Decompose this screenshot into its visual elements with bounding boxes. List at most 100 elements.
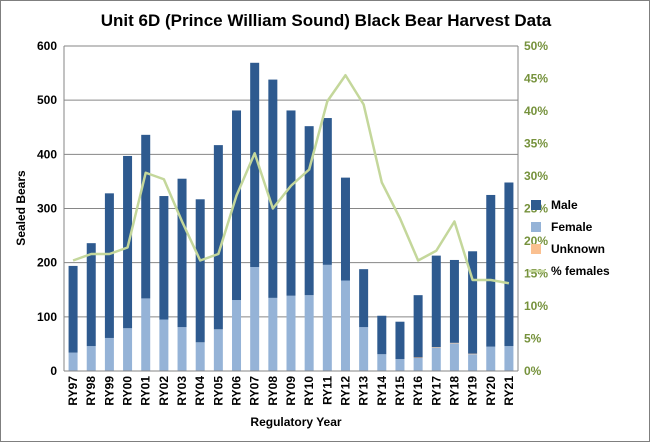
legend-label-unknown: Unknown xyxy=(551,242,605,256)
y-axis-right: 0%5%10%15%20%25%30%35%40%45%50% xyxy=(517,39,548,378)
bar-female xyxy=(68,352,78,371)
bar-male xyxy=(504,182,514,347)
bar-female xyxy=(304,295,314,371)
y-tick-label: 0 xyxy=(50,364,57,378)
x-tick-label: RY01 xyxy=(139,376,153,406)
y-tick-label: 400 xyxy=(37,147,57,161)
legend-label-male: Male xyxy=(551,198,578,212)
y2-tick-label: 10% xyxy=(524,299,548,313)
x-tick-label: RY13 xyxy=(357,376,371,406)
bar-male xyxy=(232,110,242,301)
legend-swatch-male xyxy=(531,200,541,210)
bar-male xyxy=(359,269,369,328)
bar-male xyxy=(286,110,296,296)
y-tick-label: 200 xyxy=(37,256,57,270)
bar-female xyxy=(359,327,369,371)
x-axis: RY97 RY98 RY99 RY00 RY01 RY02 RY03 RY04 RY05 RY06… xyxy=(64,370,518,406)
chart-title: Unit 6D (Prince William Sound) Black Bea… xyxy=(101,11,552,30)
bar-male xyxy=(377,315,387,355)
x-tick-label: RY07 xyxy=(248,376,262,406)
bar-male xyxy=(159,196,169,320)
bar-unknown xyxy=(413,357,423,358)
x-tick-label: RY17 xyxy=(429,376,443,406)
bar-male xyxy=(86,243,96,347)
bar-male xyxy=(340,177,350,281)
x-tick-label: RY99 xyxy=(102,376,116,406)
y2-tick-label: 5% xyxy=(524,332,542,346)
bar-female xyxy=(159,319,169,371)
y2-tick-label: 40% xyxy=(524,104,548,118)
bar-female xyxy=(195,342,205,371)
y2-tick-label: 35% xyxy=(524,137,548,151)
line-series xyxy=(72,74,510,285)
y2-tick-label: 30% xyxy=(524,169,548,183)
y-axis-left: 0 100 200 300 400 500 600 xyxy=(37,39,65,378)
bar-female xyxy=(322,264,332,371)
bar-male xyxy=(449,259,459,343)
x-tick-label: RY21 xyxy=(502,376,516,406)
bar-unknown xyxy=(468,353,478,355)
bar-male xyxy=(413,295,423,358)
bar-male xyxy=(123,155,133,329)
bar-male xyxy=(141,134,151,299)
y-tick-label: 500 xyxy=(37,93,57,107)
bars xyxy=(68,62,514,371)
bar-male xyxy=(431,255,441,348)
bar-female xyxy=(104,337,114,371)
x-axis-label: Regulatory Year xyxy=(250,415,341,429)
y-tick-label: 100 xyxy=(37,310,57,324)
x-tick-label: RY06 xyxy=(230,376,244,406)
line-pct-females xyxy=(72,74,510,285)
bar-female xyxy=(340,280,350,371)
bar-female xyxy=(377,354,387,371)
bar-male xyxy=(395,321,405,360)
bar-female xyxy=(141,298,151,371)
bar-female xyxy=(395,359,405,371)
bar-male xyxy=(322,118,332,265)
y2-tick-label: 0% xyxy=(524,364,542,378)
bar-unknown xyxy=(449,342,459,344)
bar-male xyxy=(104,193,114,338)
bar-male xyxy=(195,199,205,343)
x-tick-label: RY18 xyxy=(447,376,461,406)
bar-male xyxy=(68,265,78,353)
bar-male xyxy=(250,62,260,267)
y-tick-label: 300 xyxy=(37,202,57,216)
x-tick-label: RY10 xyxy=(302,376,316,406)
y-axis-label: Sealed Bears xyxy=(14,170,28,246)
bar-female xyxy=(504,346,514,371)
bar-male xyxy=(468,251,478,354)
y-tick-label: 600 xyxy=(37,39,57,53)
bar-unknown xyxy=(431,347,441,348)
y2-tick-label: 15% xyxy=(524,267,548,281)
legend-swatch-unknown xyxy=(531,244,541,254)
x-tick-label: RY09 xyxy=(284,376,298,406)
bar-female xyxy=(431,347,441,371)
x-tick-label: RY11 xyxy=(320,376,334,405)
bar-female xyxy=(286,295,296,371)
x-tick-label: RY98 xyxy=(84,376,98,406)
x-tick-label: RY04 xyxy=(193,376,207,406)
bar-female xyxy=(449,343,459,371)
bar-male xyxy=(486,194,496,347)
bar-female xyxy=(123,328,133,371)
x-tick-label: RY05 xyxy=(211,376,225,406)
x-tick-label: RY02 xyxy=(157,376,171,406)
bar-female xyxy=(268,297,278,371)
bar-female xyxy=(413,358,423,371)
x-tick-label: RY97 xyxy=(66,376,80,406)
bar-female xyxy=(177,327,187,371)
x-tick-label: RY03 xyxy=(175,376,189,406)
x-tick-label: RY16 xyxy=(411,376,425,406)
bar-male xyxy=(304,126,314,296)
x-tick-label: RY14 xyxy=(375,376,389,406)
y2-tick-label: 45% xyxy=(524,72,548,86)
bar-female xyxy=(468,354,478,371)
x-tick-label: RY19 xyxy=(466,376,480,406)
x-tick-label: RY08 xyxy=(266,376,280,406)
bar-female xyxy=(232,300,242,371)
y2-tick-label: 50% xyxy=(524,39,548,53)
bar-female xyxy=(486,346,496,371)
x-tick-label: RY12 xyxy=(338,376,352,406)
